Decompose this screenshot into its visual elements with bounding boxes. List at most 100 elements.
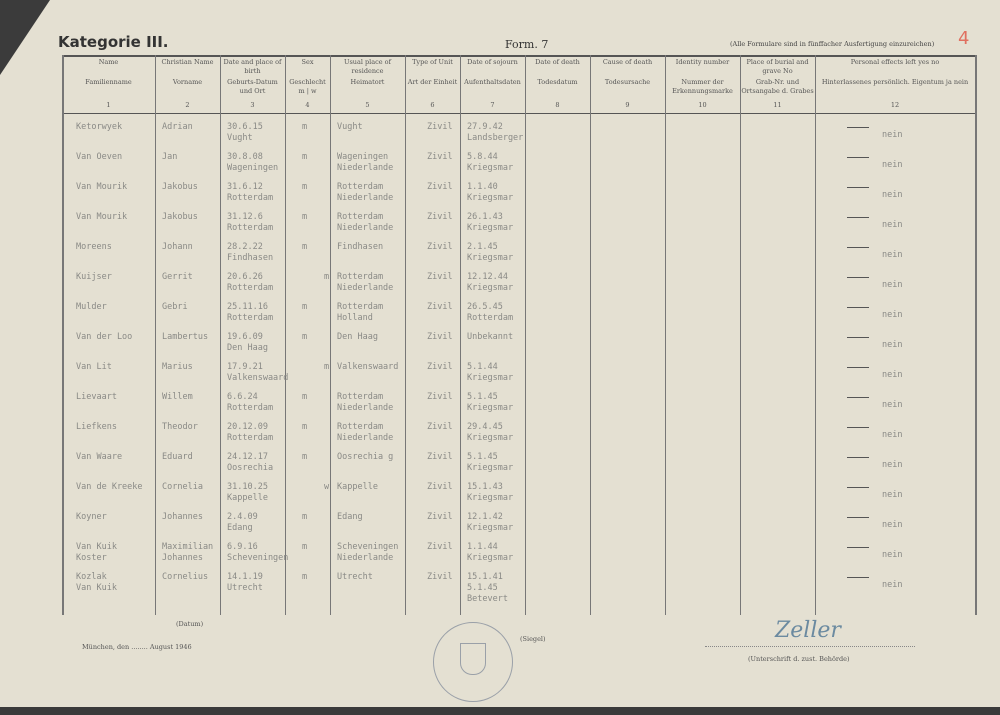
cell-name: Van Oeven	[76, 152, 123, 162]
header-de: Todesursache	[604, 78, 651, 86]
cell-sex: m	[302, 302, 308, 312]
cell-sojourn: 26.1.43 Kriegsmar	[467, 212, 514, 233]
cell-birth: 6.9.16 Scheveningen	[227, 542, 289, 563]
cell-effects: nein	[882, 490, 903, 500]
cell-birth: 19.6.09 Den Haag	[227, 332, 268, 353]
cell-sojourn: 2.1.45 Kriegsmar	[467, 242, 514, 263]
effects-yes-dash	[847, 457, 869, 458]
date-label: (Datum)	[176, 620, 204, 628]
cell-name: Moreens	[76, 242, 112, 252]
effects-yes-dash	[847, 187, 869, 188]
cell-unit: Zivil	[427, 152, 453, 162]
effects-yes-dash	[847, 307, 869, 308]
cell-residence: Vught	[337, 122, 363, 132]
cell-name: Liefkens	[76, 422, 117, 432]
cell-unit: Zivil	[427, 302, 453, 312]
effects-yes-dash	[847, 427, 869, 428]
column-header: Christian Name Vorname	[155, 55, 220, 99]
cell-unit: Zivil	[427, 362, 453, 372]
column-divider	[590, 55, 591, 615]
cell-residence: Wageningen Niederlande	[337, 152, 394, 173]
effects-yes-dash	[847, 577, 869, 578]
column-number: 12	[890, 101, 900, 109]
cell-effects: nein	[882, 550, 903, 560]
cell-first: Gerrit	[162, 272, 193, 282]
header-de: Aufenthaltsdaten	[464, 78, 521, 86]
column-header: Sex Geschlecht m | w	[285, 55, 330, 99]
header-de: Geburts-Datum und Ort	[227, 78, 278, 95]
column-number: 11	[773, 101, 782, 109]
cell-residence: Findhasen	[337, 242, 384, 252]
cell-name: Van Mourik	[76, 182, 128, 192]
cell-birth: 20.12.09 Rotterdam	[227, 422, 274, 443]
column-header: Usual place of residence Heimatort	[330, 55, 405, 99]
cell-name: Van Lit	[76, 362, 112, 372]
cell-sex: m	[302, 542, 308, 552]
column-header: Date and place of birth Geburts-Datum und…	[220, 55, 285, 99]
cell-name: Mulder	[76, 302, 107, 312]
cell-residence: Rotterdam Holland	[337, 302, 384, 323]
records-table: Name Familienname 1 Christian Name Vorname 2 D…	[62, 55, 977, 615]
cell-sojourn: Unbekannt	[467, 332, 514, 342]
table-row: Liefkens Theodor 20.12.09 Rotterdam m Rotter…	[62, 422, 975, 452]
table-row: Van Mourik Jakobus 31.6.12 Rotterdam m Rotte…	[62, 182, 975, 212]
effects-yes-dash	[847, 367, 869, 368]
cell-sojourn: 15.1.43 Kriegsmar	[467, 482, 514, 503]
cell-first: Cornelius	[162, 572, 209, 582]
cell-residence: Rotterdam Niederlande	[337, 212, 394, 233]
cell-sojourn: 26.5.45 Rotterdam	[467, 302, 514, 323]
column-header: Personal effects left yes no Hinterlassen…	[815, 55, 975, 99]
cell-unit: Zivil	[427, 452, 453, 462]
place-date: München, den ........ August 1946	[82, 643, 192, 651]
cell-residence: Kappelle	[337, 482, 378, 492]
cell-first: Marius	[162, 362, 193, 372]
cell-sex: m	[302, 242, 308, 252]
cell-first: Willem	[162, 392, 193, 402]
cell-sex: m	[324, 362, 330, 372]
header-de: Familienname	[85, 78, 132, 86]
effects-yes-dash	[847, 127, 869, 128]
cell-effects: nein	[882, 340, 903, 350]
table-row: Van Mourik Jakobus 31.12.6 Rotterdam m Rotte…	[62, 212, 975, 242]
cell-name: Kuijser	[76, 272, 112, 282]
cell-unit: Zivil	[427, 272, 453, 282]
cell-name: Van der Loo	[76, 332, 133, 342]
header-note: (Alle Formulare sind in fünffacher Ausfe…	[730, 40, 935, 48]
table-row: Koyner Johannes 2.4.09 Edang m Edang Zivil 12.…	[62, 512, 975, 542]
cell-residence: Oosrechia g	[337, 452, 394, 462]
cell-birth: 24.12.17 Oosrechia	[227, 452, 274, 473]
cell-name: Van Kuik Koster	[76, 542, 117, 563]
column-number: 7	[490, 101, 495, 109]
cell-effects: nein	[882, 580, 903, 590]
cell-birth: 14.1.19 Utrecht	[227, 572, 263, 593]
cell-effects: nein	[882, 310, 903, 320]
header-de: Hinterlassenes persönlich. Eigentum ja n…	[821, 78, 969, 86]
cell-sojourn: 27.9.42 Landsberger	[467, 122, 524, 143]
cell-birth: 17.9.21 Valkenswaard	[227, 362, 289, 383]
effects-yes-dash	[847, 397, 869, 398]
cell-sex: m	[302, 212, 308, 222]
cell-first: Eduard	[162, 452, 193, 462]
cell-sojourn: 12.1.42 Kriegsmar	[467, 512, 514, 533]
column-number: 1	[106, 101, 111, 109]
cell-birth: 28.2.22 Findhasen	[227, 242, 274, 263]
cell-unit: Zivil	[427, 392, 453, 402]
divider	[62, 55, 975, 57]
header-de: Art der Einheit	[407, 78, 458, 86]
header-en: Sex	[301, 58, 314, 66]
cell-first: Jakobus	[162, 212, 198, 222]
effects-yes-dash	[847, 547, 869, 548]
header-en: Identity number	[675, 58, 730, 66]
column-divider	[155, 55, 156, 615]
header-en: Date of sojourn	[467, 58, 518, 66]
cell-unit: Zivil	[427, 482, 453, 492]
column-number: 8	[555, 101, 560, 109]
column-divider	[220, 55, 221, 615]
table-row: Van Oeven Jan 30.8.08 Wageningen m Wageninge…	[62, 152, 975, 182]
header-de: Heimatort	[350, 78, 385, 86]
effects-yes-dash	[847, 217, 869, 218]
column-divider	[975, 55, 977, 615]
effects-yes-dash	[847, 517, 869, 518]
divider	[62, 113, 975, 114]
cell-sex: m	[302, 452, 308, 462]
